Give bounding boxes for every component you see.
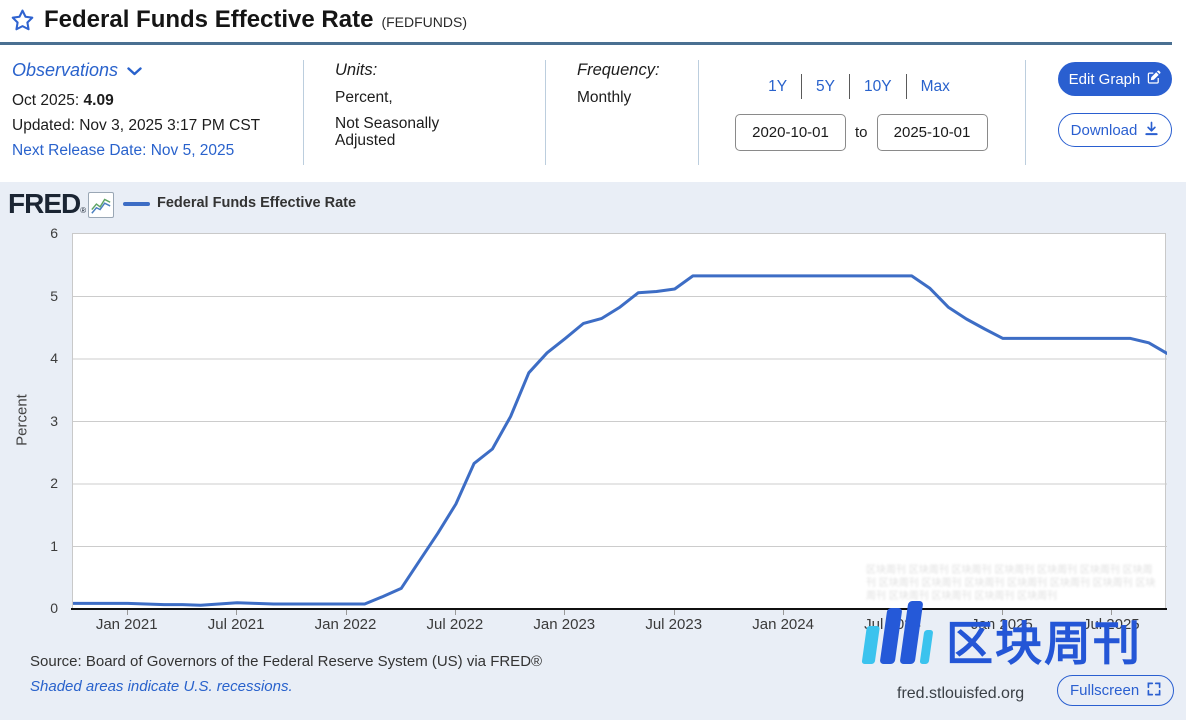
y-tick-label: 1 — [50, 537, 58, 554]
units-label: Units: — [335, 61, 378, 79]
range-preset-max[interactable]: Max — [920, 77, 950, 95]
y-tick-label: 4 — [50, 350, 58, 366]
x-tick-label: Jan 2022 — [314, 616, 377, 633]
legend-line-swatch — [123, 202, 150, 206]
x-tick-mark — [783, 610, 785, 615]
y-tick-label: 3 — [50, 412, 58, 429]
download-label: Download — [1070, 121, 1138, 139]
latest-value: 4.09 — [83, 92, 114, 109]
series-id: (FEDFUNDS) — [381, 14, 467, 30]
source-attribution: Source: Board of Governors of the Federa… — [30, 653, 543, 670]
range-preset-10y[interactable]: 10Y — [864, 77, 892, 95]
observations-label: Observations — [12, 60, 119, 80]
info-divider — [698, 60, 699, 165]
y-tick-label: 5 — [50, 287, 58, 304]
x-tick-mark — [673, 610, 675, 615]
x-tick-mark — [1111, 610, 1113, 615]
frequency-label: Frequency: — [577, 61, 660, 79]
info-divider — [303, 60, 304, 165]
download-icon — [1144, 121, 1159, 140]
preset-separator — [905, 74, 907, 99]
start-date-input[interactable] — [735, 114, 846, 151]
units-value-2: Not Seasonally Adjusted — [335, 115, 440, 149]
fullscreen-label: Fullscreen — [1070, 682, 1140, 699]
preset-separator — [849, 74, 851, 99]
range-preset-1y[interactable]: 1Y — [768, 77, 788, 95]
download-button[interactable]: Download — [1058, 113, 1172, 147]
updated-timestamp: Updated: Nov 3, 2025 3:17 PM CST — [12, 117, 261, 134]
x-axis-line — [71, 608, 1167, 610]
watermark: 区块周刊 — [861, 596, 1142, 670]
x-tick-label: Jan 2024 — [752, 616, 814, 633]
star-favorite-icon[interactable] — [10, 8, 35, 38]
chevron-down-icon — [127, 60, 142, 81]
x-tick-label: Jan 2021 — [95, 616, 158, 633]
legend-label: Federal Funds Effective Rate — [157, 195, 357, 211]
header-divider — [0, 42, 1172, 45]
x-tick-label: Jul 2022 — [426, 616, 484, 633]
x-tick-label: Jul 2025 — [1082, 616, 1140, 633]
chart-thumbnail-icon — [88, 192, 114, 218]
watermark-text: 区块周刊 — [946, 616, 1142, 670]
y-tick-label: 0 — [50, 600, 58, 616]
fred-logo: FRED® — [8, 188, 86, 219]
edit-pencil-icon — [1147, 70, 1161, 88]
end-date-input[interactable] — [876, 114, 988, 151]
x-tick-mark — [454, 610, 456, 615]
site-url: fred.stlouisfed.org — [897, 685, 1025, 702]
y-tick-label: 6 — [50, 225, 58, 241]
recession-note-link[interactable]: Shaded areas indicate U.S. recessions. — [30, 678, 293, 695]
faint-watermark: 区块周刊 区块周刊 区块周刊 区块周刊 区块周刊 区块周刊 区块周刊 区块周刊 … — [866, 565, 1156, 602]
registered-mark: ® — [80, 206, 86, 215]
x-tick-mark — [1001, 610, 1003, 615]
latest-period: Oct 2025: — [12, 92, 80, 109]
plot-area[interactable] — [72, 233, 1167, 608]
x-tick-mark — [126, 610, 128, 615]
range-preset-5y[interactable]: 5Y — [816, 77, 836, 95]
latest-observation: Oct 2025: 4.09 — [12, 92, 114, 110]
date-range-controls: to — [735, 114, 988, 151]
units-value-1: Percent, — [335, 89, 393, 106]
x-tick-label: Jul 2023 — [645, 616, 703, 633]
chart-section: FRED® Federal Funds Effective Rate Perce… — [0, 182, 1186, 720]
y-tick-label: 2 — [50, 475, 58, 491]
preset-separator — [801, 74, 803, 99]
line-chart-svg — [73, 274, 1167, 607]
edit-graph-button[interactable]: Edit Graph — [1058, 62, 1172, 96]
range-presets: 1Y 5Y 10Y Max — [728, 74, 990, 99]
edit-graph-label: Edit Graph — [1068, 70, 1141, 88]
x-tick-label: Jul 2021 — [207, 616, 265, 633]
x-tick-mark — [236, 610, 238, 615]
info-divider — [545, 60, 546, 165]
next-release-link[interactable]: Next Release Date: Nov 5, 2025 — [12, 142, 235, 159]
fullscreen-button[interactable]: Fullscreen — [1057, 675, 1175, 706]
x-tick-mark — [564, 610, 566, 615]
page-title-row: Federal Funds Effective Rate (FEDFUNDS) — [44, 6, 467, 34]
watermark-logo-icon — [861, 601, 938, 664]
frequency-value: Monthly — [577, 89, 632, 106]
info-divider — [1025, 60, 1026, 165]
page-title: Federal Funds Effective Rate — [44, 6, 374, 33]
x-tick-label: Jan 2023 — [533, 616, 596, 633]
y-axis-title: Percent — [13, 394, 31, 446]
to-label: to — [855, 124, 868, 141]
observations-dropdown[interactable]: Observations — [12, 60, 142, 81]
fullscreen-icon — [1147, 682, 1161, 700]
x-tick-label: Jan 2025 — [971, 616, 1033, 633]
x-tick-mark — [345, 610, 347, 615]
